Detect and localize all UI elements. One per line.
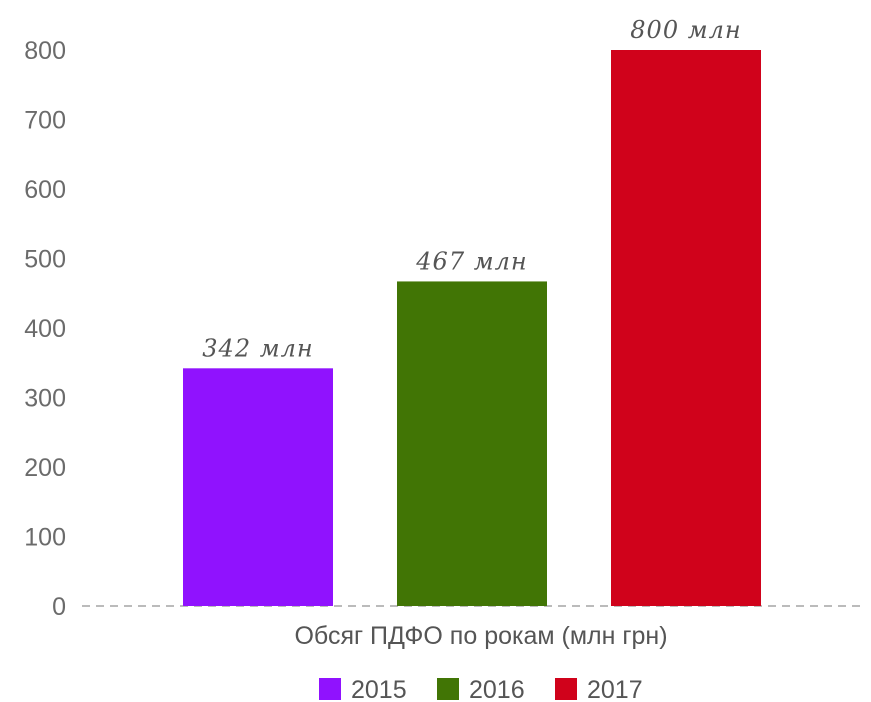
legend-label-2017: 2017 <box>587 676 643 702</box>
bar-2016 <box>397 281 547 606</box>
y-tick-label: 600 <box>24 176 66 204</box>
bar-2015 <box>183 368 333 606</box>
legend-swatch-2017 <box>555 678 577 700</box>
legend-swatch-2015 <box>319 678 341 700</box>
data-label-2017: 800 млн <box>630 16 741 44</box>
legend-label-2015: 2015 <box>351 676 407 702</box>
y-axis: 0 100 200 300 400 500 600 700 800 <box>24 37 66 621</box>
data-labels: 342 млн 467 млн 800 млн <box>202 16 741 362</box>
data-label-2015: 342 млн <box>202 334 313 362</box>
legend: 2015 2016 2017 <box>319 676 643 702</box>
legend-label-2016: 2016 <box>469 676 525 702</box>
y-tick-label: 200 <box>24 454 66 482</box>
x-axis-label: Обсяг ПДФО по рокам (млн грн) <box>294 622 667 650</box>
legend-swatch-2016 <box>437 678 459 700</box>
data-label-2016: 467 млн <box>415 247 527 275</box>
y-tick-label: 300 <box>24 385 66 413</box>
y-tick-label: 0 <box>52 593 66 621</box>
bar-2017 <box>611 50 761 606</box>
y-tick-label: 100 <box>24 524 66 552</box>
y-tick-label: 400 <box>24 315 66 343</box>
bars <box>183 50 761 606</box>
y-tick-label: 500 <box>24 246 66 274</box>
y-tick-label: 800 <box>24 37 66 65</box>
y-tick-label: 700 <box>24 107 66 135</box>
